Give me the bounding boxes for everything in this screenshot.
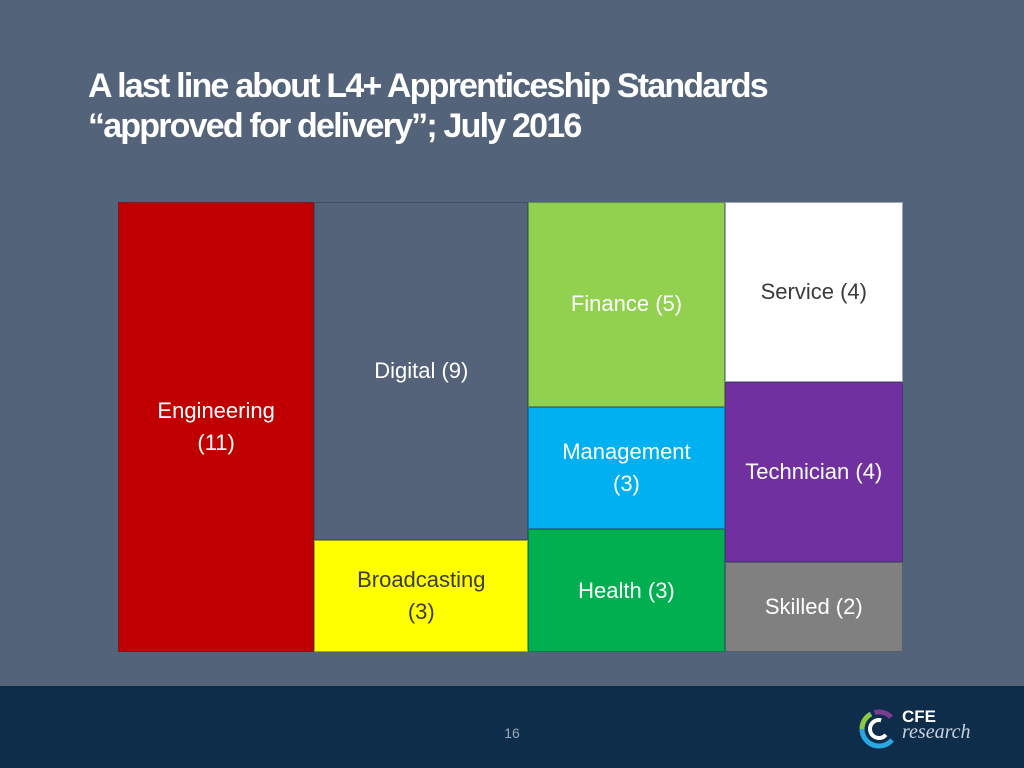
slide-title-line-2: “approved for delivery”; July 2016 (88, 107, 582, 145)
treemap-tile-finance: Finance (5) (528, 202, 725, 407)
treemap-tile-label: Management (3) (562, 436, 690, 500)
treemap-tile-broadcasting: Broadcasting (3) (314, 539, 529, 652)
treemap-tile-label: Engineering (11) (157, 395, 274, 459)
treemap-tile-label: Technician (4) (745, 456, 882, 488)
treemap-tile-label-line: (3) (613, 470, 640, 496)
treemap-tile-label-line: Technician (4) (745, 459, 883, 484)
footer-bar (0, 686, 1024, 768)
page-number: 16 (504, 725, 520, 741)
treemap-tile-skilled: Skilled (2) (724, 562, 903, 652)
treemap-tile-label-line: Engineering (157, 398, 275, 423)
treemap-tile-label: Digital (9) (374, 355, 468, 387)
treemap-tile-label: Health (3) (578, 575, 675, 607)
treemap-tile-label: Broadcasting (3) (357, 564, 485, 628)
treemap-tile-label-line: Service (4) (760, 279, 867, 304)
logo-text-research: research (902, 721, 971, 743)
treemap-tile-label-line: Skilled (2) (764, 594, 863, 619)
treemap-tile-label-line: Broadcasting (357, 566, 486, 592)
treemap-tile-health: Health (3) (528, 529, 725, 652)
slide-title: A last line about L4+ Apprenticeship Sta… (88, 66, 769, 146)
treemap-tile-label-line: Health (3) (578, 577, 675, 603)
treemap-tile-label-line: Finance (5) (570, 291, 683, 317)
slide-title-line-1: A last line about L4+ Apprenticeship Sta… (88, 67, 769, 105)
treemap-chart: Engineering (11) Digital (9) Broadcasting (3… (118, 202, 903, 652)
treemap-tile-label: Skilled (2) (765, 591, 863, 623)
logo-text-cfe: CFE (902, 707, 936, 726)
treemap-tile-label-line: Management (562, 438, 691, 464)
treemap-tile-digital: Digital (9) (314, 202, 529, 540)
treemap-tile-label-line: (3) (407, 598, 435, 624)
treemap-tile-engineering: Engineering (11) (118, 202, 315, 652)
cfe-logo-icon (859, 709, 899, 749)
treemap-tile-label: Service (4) (761, 276, 867, 308)
treemap-tile-service: Service (4) (724, 202, 903, 382)
treemap-tile-label-line: (11) (197, 430, 235, 455)
treemap-tile-label: Finance (5) (571, 288, 682, 320)
treemap-tile-label-line: Digital (9) (374, 357, 469, 383)
treemap-tile-technician: Technician (4) (724, 382, 903, 562)
cfe-research-logo: CFE research (858, 704, 988, 754)
treemap-tile-management: Management (3) (528, 406, 725, 530)
